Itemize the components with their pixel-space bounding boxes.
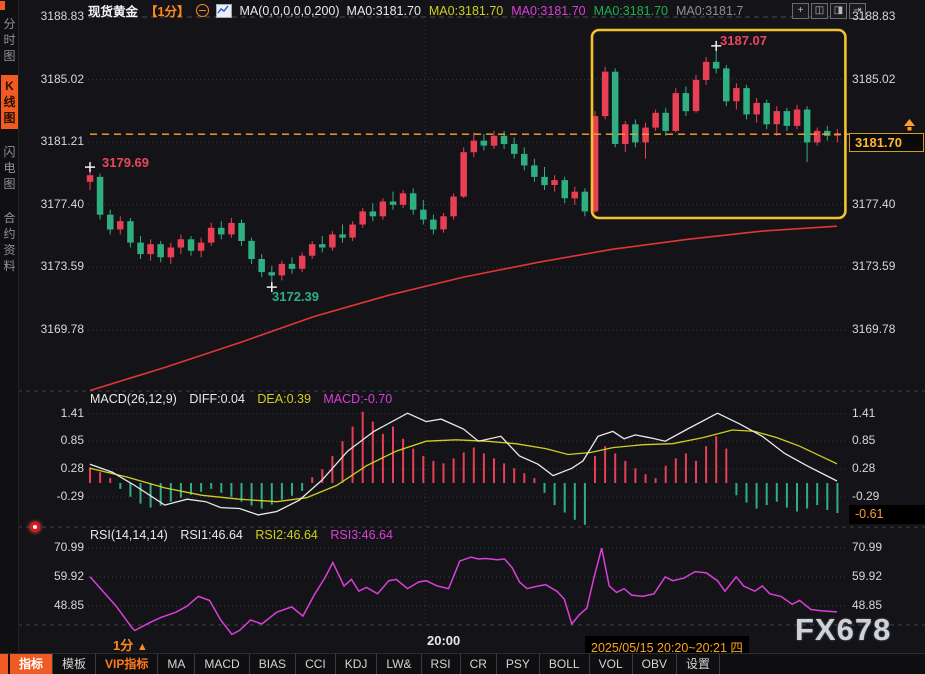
toolbar-item-VIP指标[interactable]: VIP指标	[96, 654, 159, 674]
crosshair-tool-icon[interactable]: +	[792, 3, 809, 19]
rsi-axis-left: 70.99	[53, 539, 84, 554]
rsi1-value: RSI1:46.64	[180, 528, 243, 542]
toolbar-accent	[0, 654, 8, 674]
toolbar-item-设置[interactable]: 设置	[677, 654, 720, 674]
toolbar-item-CCI[interactable]: CCI	[296, 654, 336, 674]
price-axis-left: 3177.40	[40, 196, 84, 211]
toolbar-item-BOLL[interactable]: BOLL	[540, 654, 590, 674]
rsi2-value: RSI2:46.64	[255, 528, 318, 542]
sidebar-tab-4[interactable]: 合约资料	[3, 211, 16, 273]
price-axis-right: 3185.02	[852, 71, 896, 86]
ma-value-3: MA0:3181.70	[511, 3, 586, 18]
session-high-price-label: 3187.07	[720, 33, 767, 48]
layout-right-icon[interactable]: ◨	[830, 3, 847, 19]
toolbar-item-MACD[interactable]: MACD	[195, 654, 250, 674]
price-axis-right: 3169.78	[852, 321, 896, 336]
macd-dea-value: DEA:0.39	[257, 392, 311, 406]
price-axis-left: 3181.21	[40, 134, 84, 149]
rsi3-value: RSI3:46.64	[330, 528, 393, 542]
pane-expand-icon[interactable]: ⇥	[849, 3, 866, 19]
status-period[interactable]: 1分 ▲	[113, 635, 148, 654]
session-low-price-label: 3172.39	[272, 289, 319, 304]
rsi-axis-right: 59.92	[852, 569, 883, 583]
price-axis-left: 3173.59	[40, 259, 84, 274]
symbol-info-bar: 现货黄金 【1分】 MA(0,0,0,0,0,200) MA0:3181.70 M…	[88, 3, 752, 19]
toolbar-item-BIAS[interactable]: BIAS	[250, 654, 297, 674]
toolbar-item-PSY[interactable]: PSY	[497, 654, 540, 674]
price-axis-right: 3173.59	[852, 259, 896, 274]
macd-title: MACD(26,12,9)	[90, 392, 177, 406]
blink-indicator-icon	[30, 522, 40, 532]
collapse-icon[interactable]	[196, 4, 210, 17]
status-period-label: 1分	[113, 638, 134, 653]
macd-axis-right: 0.28	[852, 461, 876, 476]
current-price-badge: 3181.70	[849, 133, 924, 152]
macd-current-badge: -0.61	[849, 505, 925, 524]
rsi-title: RSI(14,14,14)	[90, 528, 168, 542]
fx678-watermark: FX678	[795, 612, 892, 647]
macd-axis-left: 0.85	[60, 433, 84, 448]
rsi-axis-right: 70.99	[852, 539, 883, 554]
toolbar-item-指标[interactable]: 指标	[10, 654, 54, 674]
rsi-axis-left: 59.92	[53, 569, 84, 583]
toolbar-item-模板[interactable]: 模板	[53, 654, 97, 674]
ma-settings-label: MA(0,0,0,0,0,200)	[239, 3, 340, 18]
toolbar-item-LW&[interactable]: LW&	[377, 654, 422, 674]
price-axis-left: 3188.83	[40, 9, 84, 23]
corner-accent	[0, 1, 5, 10]
toolbar-item-KDJ[interactable]: KDJ	[336, 654, 378, 674]
macd-axis-left: -0.29	[56, 489, 84, 504]
macd-axis-right: 1.41	[852, 405, 876, 420]
toolbar-item-MA[interactable]: MA	[158, 654, 196, 674]
macd-axis-left: 0.28	[60, 461, 84, 476]
layout-left-icon[interactable]: ◫	[811, 3, 828, 19]
indicator-chart-icon[interactable]	[216, 3, 233, 18]
first-high-price-label: 3179.69	[102, 155, 149, 170]
ma-value-1: MA0:3181.70	[346, 3, 421, 18]
macd-diff-value: DIFF:0.04	[189, 392, 245, 406]
toolbar-item-RSI[interactable]: RSI	[422, 654, 461, 674]
rsi-axis-right: 48.85	[852, 598, 883, 612]
time-axis-label: 20:00	[427, 633, 461, 648]
ma-value-4: MA0:3181.70	[593, 3, 668, 18]
price-axis-left: 3185.02	[40, 71, 84, 86]
macd-axis-left: 1.41	[60, 405, 84, 420]
macd-axis-right: 0.85	[852, 433, 876, 448]
sidebar-tab-1[interactable]: 分时图	[3, 17, 16, 63]
price-axis-right: 3177.40	[852, 196, 896, 211]
sidebar-tab-3[interactable]: 闪电图	[3, 145, 16, 191]
bar-time-range-tooltip: 2025/05/15 20:20~20:21 四	[585, 636, 749, 657]
price-axis-left: 3169.78	[40, 321, 84, 336]
macd-axis-right: -0.29	[852, 489, 880, 504]
period-up-triangle-icon: ▲	[136, 641, 148, 653]
toolbar-item-CR[interactable]: CR	[461, 654, 497, 674]
macd-macd-value: MACD:-0.70	[323, 392, 393, 406]
chart-tool-icons: + ◫ ◨ ⇥	[792, 3, 866, 19]
rsi-header: RSI(14,14,14) RSI1:46.64 RSI2:46.64 RSI3…	[90, 528, 402, 542]
ma-value-5: MA0:3181.7	[675, 3, 744, 18]
rsi-axis-left: 48.85	[53, 598, 84, 612]
price-axis-right: 3188.83	[852, 9, 896, 23]
ma-value-2: MA0:3181.70	[428, 3, 504, 18]
period-label[interactable]: 【1分】	[145, 5, 190, 19]
toolbar-item-VOL[interactable]: VOL	[590, 654, 633, 674]
symbol-name: 现货黄金	[88, 5, 139, 19]
macd-header: MACD(26,12,9) DIFF:0.04 DEA:0.39 MACD:-0…	[90, 392, 401, 406]
indicator-toolbar: 指标 模板 VIP指标 MA MACD BIAS CCI KDJ LW& RSI CR PSY BOLL…	[0, 653, 925, 674]
toolbar-item-OBV[interactable]: OBV	[633, 654, 677, 674]
ma-values: MA0:3181.70 MA0:3181.70 MA0:3181.70 MA0:318…	[347, 4, 752, 18]
